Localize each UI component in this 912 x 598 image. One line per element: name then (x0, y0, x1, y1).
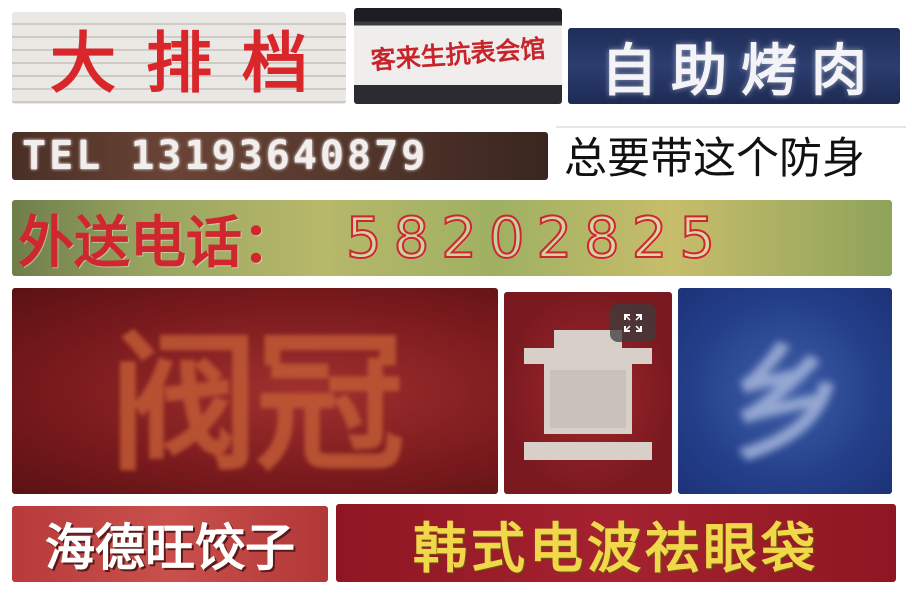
sign-tile-closeup-blue[interactable]: 乡 (678, 288, 892, 494)
sign-text: 自助烤肉 (568, 28, 900, 104)
sign-text: 阀冠 (12, 288, 498, 494)
sign-text: 韩式电波祛眼袋 (336, 504, 896, 582)
delivery-number: 58202825 (346, 206, 727, 271)
sign-tile-phone[interactable]: TEL 13193640879 (12, 132, 548, 180)
sign-text: 大排档 (12, 12, 346, 104)
sign-text: 海德旺饺子 (12, 506, 328, 582)
sign-tile-bbq[interactable]: 自助烤肉 (568, 28, 900, 104)
sign-tile-dumplings[interactable]: 海德旺饺子 (12, 506, 328, 582)
expand-icon[interactable] (610, 304, 656, 342)
sign-text: 乡 (678, 288, 892, 494)
sign-text: 总要带这个防身 (556, 128, 906, 182)
sign-tile-delivery[interactable]: 外送电话： 58202825 (12, 200, 892, 276)
sign-text: TEL 13193640879 (12, 132, 548, 180)
sign-tile-restaurant[interactable]: 客来生抗表会馆 (354, 8, 562, 104)
sign-glyph-icon (524, 330, 652, 460)
sign-tile-beauty[interactable]: 韩式电波祛眼袋 (336, 504, 896, 582)
delivery-label: 外送电话： (18, 200, 298, 276)
sign-tile-closeup-glyph[interactable] (504, 292, 672, 494)
sign-tile-da-pai-dang[interactable]: 大排档 (12, 12, 346, 104)
sign-tile-closeup-red[interactable]: 阀冠 (12, 288, 498, 494)
sign-tile-caption[interactable]: 总要带这个防身 (556, 126, 906, 182)
sign-text: 客来生抗表会馆 (354, 8, 562, 104)
